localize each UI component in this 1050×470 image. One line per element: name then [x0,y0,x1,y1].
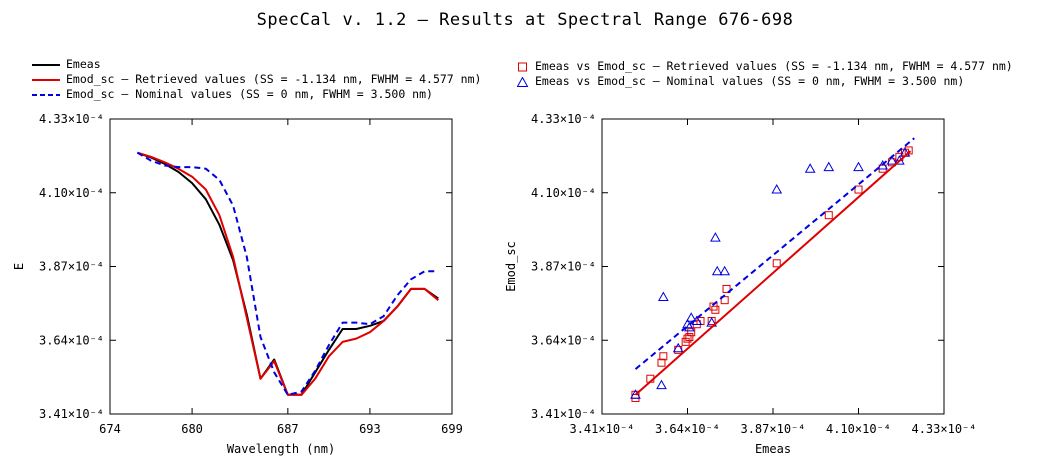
series-line-emod-sc-nominal-values [136,151,439,396]
square-point [687,328,696,337]
legend-label: Emeas [66,57,101,71]
legend-swatch-line [32,63,60,66]
square-point [659,352,668,361]
square-point [711,305,720,314]
triangle-point [672,342,684,353]
square-point [685,333,694,342]
x-axis-label: Wavelength (nm) [227,442,335,456]
spectrum-line-chart: 674 680 687 693 699 3.41×10⁻⁴ 3.64×10⁻⁴ 3.87×10… [12,112,463,456]
scatter-chart: 3.41×10⁻⁴ 3.64×10⁻⁴ 3.87×10⁻⁴ 4.10×10⁻⁴ 4.33… [504,112,977,456]
triangle-point [771,184,783,194]
y-tick-label: 3.41×10⁻⁴ [531,407,596,421]
line-chart-legend: Emeas Emod_sc – Retrieved values (SS = -… [32,57,481,102]
y-tick-label: 4.10×10⁻⁴ [531,186,596,200]
legend-label: Emod_sc – Retrieved values (SS = -1.134 … [66,72,482,86]
square-point [720,296,729,305]
triangle-point [684,321,695,332]
y-tick-label: 4.33×10⁻⁴ [39,112,104,126]
square-point [772,259,781,268]
x-tick-label: 693 [359,422,381,436]
triangle-point [853,161,864,172]
x-tick-label: 699 [441,422,463,436]
x-tick-label: 3.87×10⁻⁴ [740,422,805,436]
x-tick-label: 680 [181,422,203,436]
square-point [722,284,731,293]
triangle-point [685,312,697,322]
legend-swatch-dashed-line [32,93,60,96]
triangle-point [710,232,721,242]
data-layer [136,151,439,396]
legend-square-marker [518,62,527,71]
series-line-emod-sc-retrieved-values [137,151,439,396]
triangle-point [886,155,898,165]
legend-entry-retrieved-scatter: Emeas vs Emod_sc – Retrieved values (SS … [517,59,1013,74]
y-axis-label: Emod_sc [504,241,518,292]
legend-swatch-line [32,78,60,81]
x-tick-label: 4.33×10⁻⁴ [911,422,976,436]
x-axis-label: Emeas [755,442,791,456]
legend-label: Emod_sc – Nominal values (SS = 0 nm, FWH… [66,87,433,101]
y-tick-label: 4.10×10⁻⁴ [39,186,104,200]
x-tick-label: 4.10×10⁻⁴ [826,422,891,436]
legend-entry-retrieved: Emod_sc – Retrieved values (SS = -1.134 … [32,72,481,87]
y-tick-label: 3.64×10⁻⁴ [531,333,596,347]
x-tick-label: 3.64×10⁻⁴ [655,422,720,436]
triangle-point [877,159,889,170]
data-layer [630,137,915,402]
scatter-chart-legend: Emeas vs Emod_sc – Retrieved values (SS … [517,59,1013,89]
legend-label: Emeas vs Emod_sc – Nominal values (SS = … [535,74,965,88]
y-tick-label: 3.87×10⁻⁴ [39,260,104,274]
triangle-point [804,163,816,173]
series-line-nominal-fit [634,137,915,370]
legend-entry-nominal: Emod_sc – Nominal values (SS = 0 nm, FWH… [32,87,481,102]
y-axis-label: E [12,263,26,270]
triangle-point [719,265,731,276]
triangle-point [630,389,641,399]
triangle-point [657,291,669,301]
legend-triangle-marker [517,76,529,87]
x-tick-label: 674 [99,422,121,436]
square-point [854,185,863,194]
series-line-emeas [137,151,439,396]
y-tick-label: 3.41×10⁻⁴ [39,407,104,421]
square-point [657,358,666,367]
triangle-point [656,379,667,390]
triangle-point [823,161,835,172]
x-tick-label: 3.41×10⁻⁴ [569,422,634,436]
y-tick-label: 3.64×10⁻⁴ [39,333,104,347]
triangle-point [691,315,703,326]
legend-entry-emeas: Emeas [32,57,481,72]
legend-label: Emeas vs Emod_sc – Retrieved values (SS … [535,59,1013,73]
y-tick-label: 3.87×10⁻⁴ [531,260,596,274]
x-tick-label: 687 [277,422,299,436]
square-point [824,211,833,220]
chart-title: SpecCal v. 1.2 – Results at Spectral Ran… [256,10,794,30]
series-line-retrieved-fit [634,150,912,396]
y-tick-label: 4.33×10⁻⁴ [531,112,596,126]
legend-entry-nominal-scatter: Emeas vs Emod_sc – Nominal values (SS = … [517,74,1013,89]
triangle-point [711,265,723,276]
